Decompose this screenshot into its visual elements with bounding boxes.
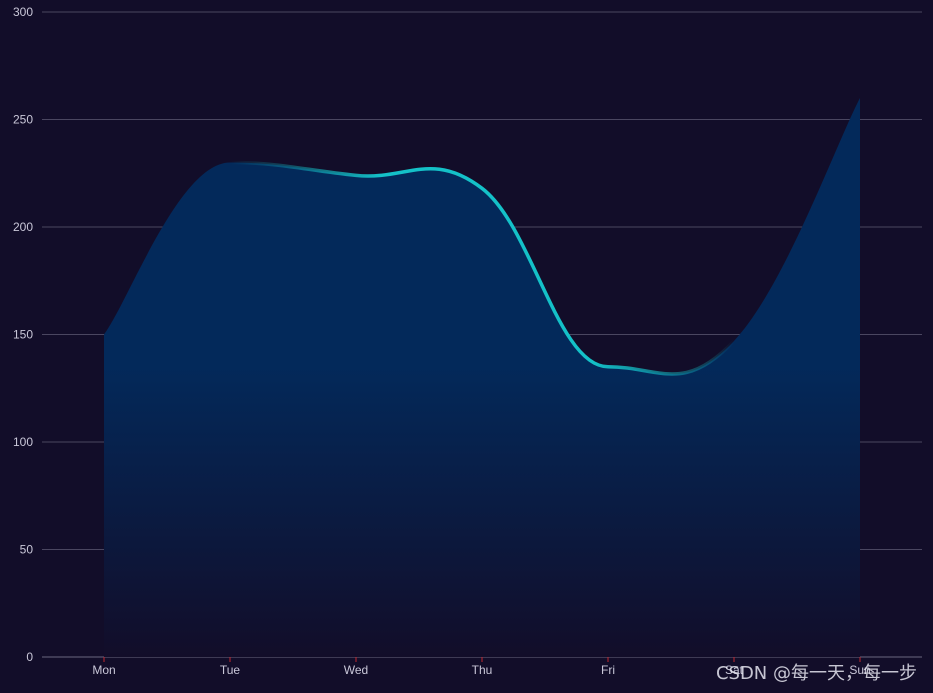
y-tick-label-300: 300 [13,5,33,19]
area-layer [104,98,860,657]
series-line [102,96,862,376]
x-tick-label-tue: Tue [220,663,241,677]
watermark: CSDN @每一天，每一步 [715,663,917,684]
x-tick-label-sat: Sat [725,663,744,677]
axis-layer: 0 50 100 150 200 250 300 Mon Tue Wed Thu Fri Sat Sun [13,5,871,677]
x-tick-label-mon: Mon [92,663,115,677]
x-tick-label-sun: Sun [849,663,870,677]
series-area [104,98,860,657]
y-tick-label-150: 150 [13,328,33,342]
y-tick-label-50: 50 [20,543,34,557]
x-tick-label-wed: Wed [344,663,368,677]
y-tick-label-250: 250 [13,113,33,127]
x-tick-label-fri: Fri [601,663,615,677]
y-tick-label-200: 200 [13,220,33,234]
y-tick-label-0: 0 [26,650,33,664]
line-layer [102,96,862,376]
x-tick-label-thu: Thu [472,663,493,677]
y-tick-label-100: 100 [13,435,33,449]
